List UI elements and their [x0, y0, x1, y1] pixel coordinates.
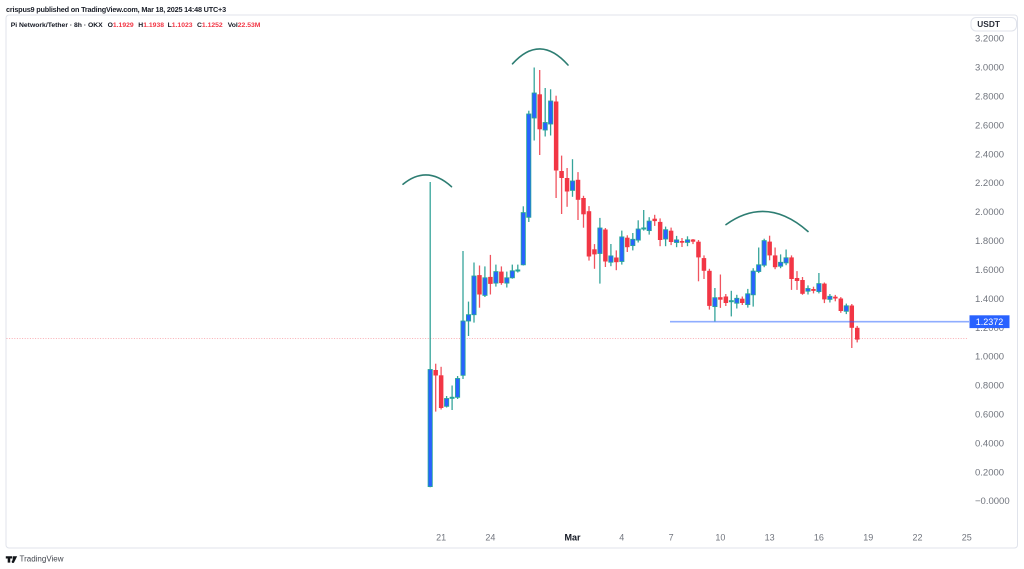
svg-text:−0.0000: −0.0000	[975, 496, 1010, 507]
svg-text:Vol22.53M: Vol22.53M	[228, 22, 261, 29]
svg-text:7: 7	[669, 533, 674, 543]
svg-text:C1.1252: C1.1252	[197, 22, 223, 29]
svg-text:H1.1938: H1.1938	[138, 22, 164, 29]
svg-text:24: 24	[485, 533, 495, 543]
svg-text:L1.1023: L1.1023	[168, 22, 193, 29]
svg-text:3.2000: 3.2000	[975, 34, 1004, 45]
svg-text:4: 4	[619, 533, 624, 543]
svg-text:TradingView: TradingView	[20, 554, 64, 563]
svg-text:USDT: USDT	[977, 19, 1000, 29]
svg-text:2.2000: 2.2000	[975, 178, 1004, 189]
svg-text:1.6000: 1.6000	[975, 265, 1004, 276]
svg-text:2.8000: 2.8000	[975, 92, 1004, 103]
svg-text:Mar: Mar	[564, 533, 581, 543]
svg-text:1.4000: 1.4000	[975, 294, 1004, 305]
svg-text:1.0000: 1.0000	[975, 352, 1004, 363]
svg-text:0.2000: 0.2000	[975, 467, 1004, 478]
svg-text:crispus9 published on TradingV: crispus9 published on TradingView.com, M…	[6, 5, 226, 14]
svg-text:25: 25	[962, 533, 972, 543]
svg-text:1.8000: 1.8000	[975, 236, 1004, 247]
svg-text:13: 13	[765, 533, 775, 543]
svg-text:16: 16	[814, 533, 824, 543]
svg-text:21: 21	[436, 533, 446, 543]
svg-text:3.0000: 3.0000	[975, 63, 1004, 74]
svg-text:1.2000: 1.2000	[975, 323, 1004, 334]
svg-text:0.8000: 0.8000	[975, 381, 1004, 392]
svg-text:O1.1929: O1.1929	[108, 22, 134, 29]
svg-text:2.6000: 2.6000	[975, 120, 1004, 131]
svg-text:2.0000: 2.0000	[975, 207, 1004, 218]
svg-text:Pi Network/Tether · 8h · OKX: Pi Network/Tether · 8h · OKX	[11, 22, 103, 29]
svg-text:0.6000: 0.6000	[975, 410, 1004, 421]
svg-text:19: 19	[863, 533, 873, 543]
svg-text:0.4000: 0.4000	[975, 438, 1004, 449]
svg-text:1.2372: 1.2372	[976, 317, 1004, 327]
svg-text:2.4000: 2.4000	[975, 149, 1004, 160]
svg-text:22: 22	[912, 533, 922, 543]
svg-text:10: 10	[715, 533, 725, 543]
